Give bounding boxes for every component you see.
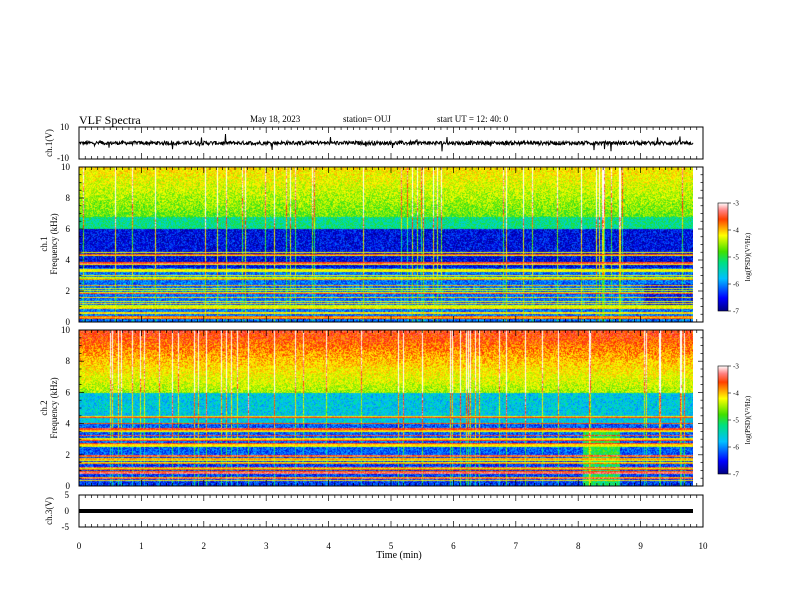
ch1-spec-ylabel-freq: Frequency (kHz) [49,213,59,274]
ch1-spectrogram-image [79,167,703,322]
freq-tick-label: 10 [61,325,71,335]
time-axis-label: Time (min) [376,550,421,561]
freq-tick-label: 0 [66,481,71,491]
time-tick-label: 9 [638,541,643,551]
time-tick-label: 2 [202,541,207,551]
ch2-colorbar [717,365,729,475]
freq-tick-label: 6 [66,387,71,397]
spectrogram-raster [79,167,693,322]
freq-tick-label: 4 [66,255,71,265]
colorbar-tick-label: -6 [733,444,739,452]
freq-tick-label: 8 [66,193,71,203]
ch3-ylabel: ch.3(V) [44,497,54,525]
ch1-freq-tick-labels: 0 2 4 6 8 10 [61,162,703,327]
ch2-spectrogram-image [79,330,703,486]
freq-tick-label: 10 [61,162,71,172]
freq-tick-label: 8 [66,356,71,366]
date-label: May 18, 2023 [250,114,301,124]
ch2-spec-ylabel-channel: ch.2 [39,400,49,415]
chart-title: VLF Spectra [79,113,141,127]
spectrogram-raster [79,330,693,486]
ch3-ytick-mid: 0 [65,506,70,516]
ch1-waveform-trace [78,133,694,152]
colorbar-tick-label: -3 [733,200,739,208]
colorbar-tick-label: -7 [733,308,739,316]
colorbar-tick-label: -4 [733,227,739,235]
time-tick-label: 10 [699,541,709,551]
ch2-spec-ylabel-freq: Frequency (kHz) [49,377,59,438]
ch3-waveform-trace [79,509,693,513]
ch2-colorbar-ticks: -3 -4 -5 -6 -7 [728,363,739,479]
colorbar-tick-label: -3 [733,363,739,371]
ch3-ytick-top: 5 [65,490,70,500]
ch1-colorbar [717,202,729,312]
colorbar-tick-label: -7 [733,471,739,479]
freq-tick-label: 2 [66,286,71,296]
ch3-ytick-bottom: -5 [62,522,70,532]
ch1-ytick-bottom: -10 [57,153,69,163]
time-tick-label: 4 [326,541,331,551]
start-time-label: start UT = 12: 40: 0 [437,114,509,124]
ch1-colorbar-label: log(PSD)(V²/Hz) [744,232,752,281]
ch1-ylabel: ch.1(V) [44,129,54,157]
freq-tick-label: 2 [66,450,71,460]
freq-tick-label: 6 [66,224,71,234]
freq-tick-label: 4 [66,419,71,429]
freq-tick-label: 0 [66,317,71,327]
time-axis-tick-labels: 0 1 2 3 4 5 6 7 8 9 10 [77,541,708,551]
ch2-spec-ticks [78,330,704,486]
station-label: station= OUJ [343,114,391,124]
ch1-colorbar-ticks: -3 -4 -5 -6 -7 [728,200,739,316]
time-tick-label: 7 [514,541,519,551]
colorbar-tick-label: -6 [733,281,739,289]
ch2-colorbar-label: log(PSD)(V²/Hz) [744,395,752,444]
ch3-time-ticks [78,495,704,527]
colorbar-tick-label: -5 [733,417,739,425]
ch3-waveform-panel: 5 0 -5 ch.3(V) [44,490,704,532]
time-tick-label: 6 [451,541,456,551]
time-tick-label: 8 [576,541,581,551]
ch1-ytick-top: 10 [60,122,70,132]
colorbar-tick-label: -5 [733,254,739,262]
ch2-freq-tick-labels: 0 2 4 6 8 10 [61,325,703,491]
time-tick-label: 3 [264,541,269,551]
colorbar-tick-label: -4 [733,390,739,398]
ch1-time-ticks [78,127,704,159]
time-tick-label: 1 [139,541,144,551]
time-tick-label: 5 [389,541,394,551]
ch1-waveform-panel: 10 -10 ch.1(V) [44,122,704,163]
ch1-spec-ticks [78,167,704,322]
time-tick-label: 0 [77,541,82,551]
ch1-spec-ylabel-channel: ch.1 [39,236,49,251]
